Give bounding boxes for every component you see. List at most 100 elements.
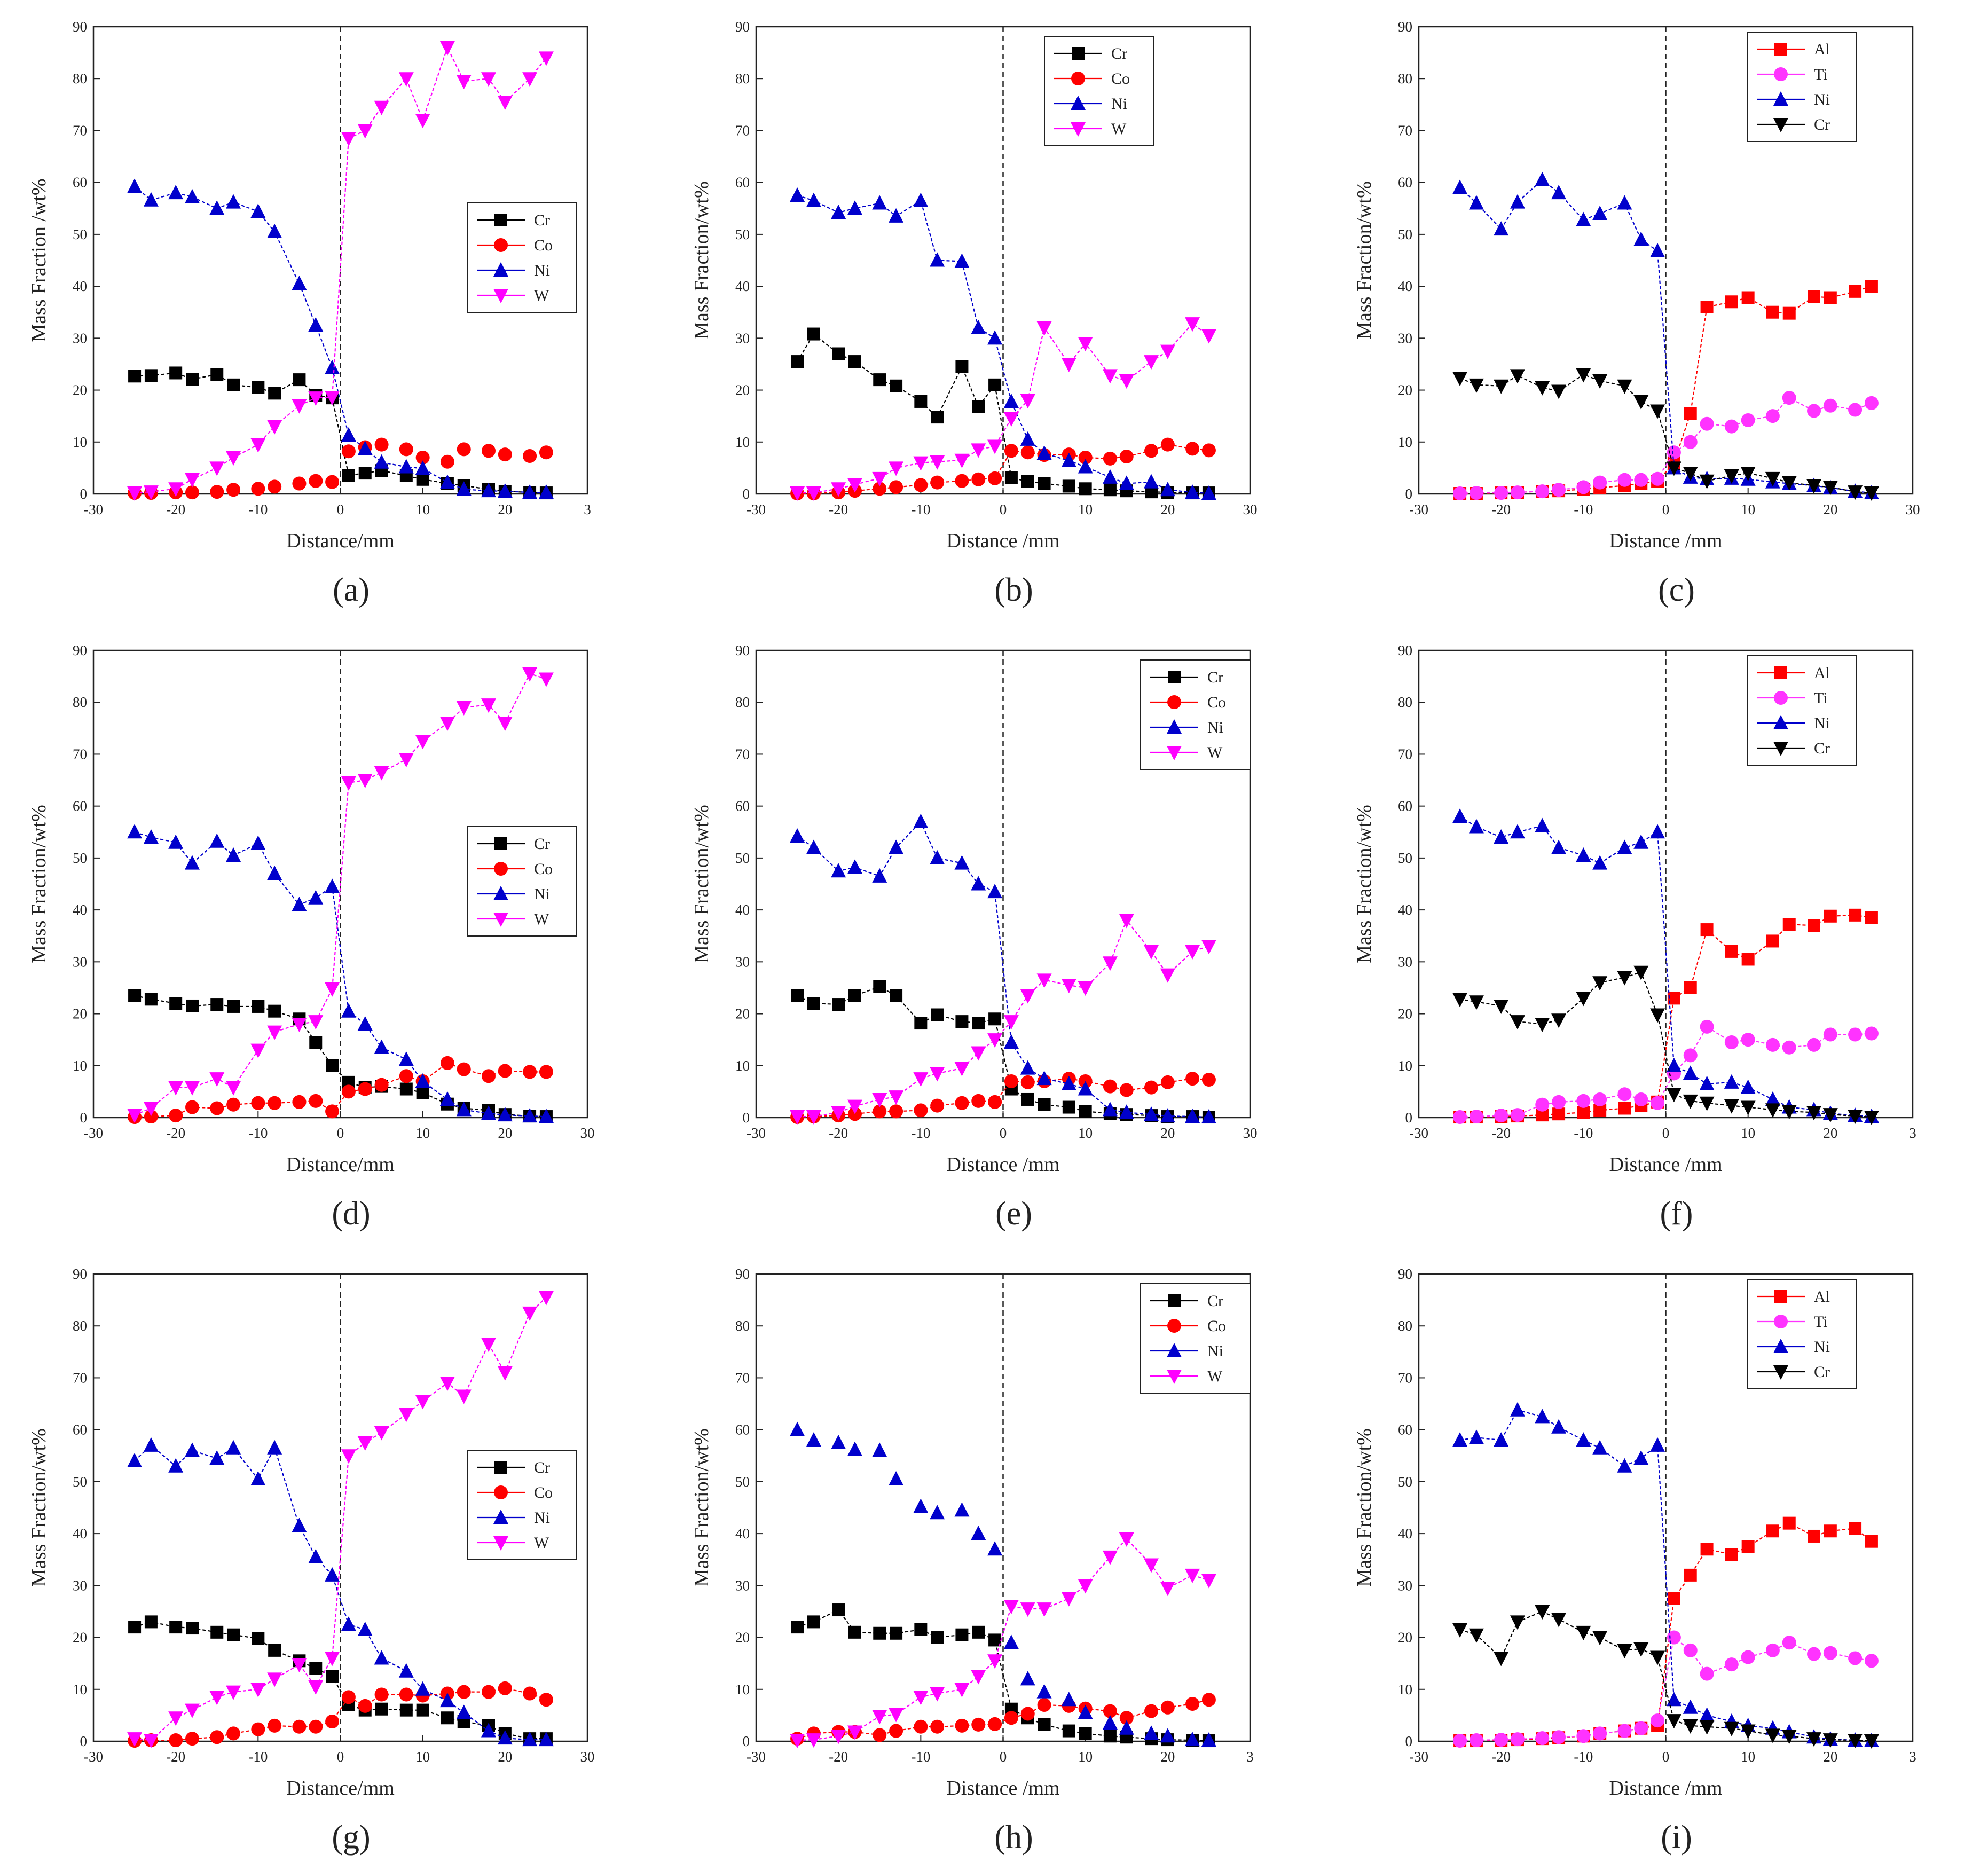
y-tick-label: 20 xyxy=(735,1630,750,1646)
data-point-cr xyxy=(1650,404,1665,419)
data-point-ni xyxy=(341,1616,356,1631)
legend-marker-ni xyxy=(493,1510,508,1524)
data-point-ni xyxy=(325,1567,340,1582)
data-point-cr xyxy=(807,997,820,1010)
panel-label: (i) xyxy=(1661,1819,1692,1856)
data-point-ni xyxy=(481,1105,496,1120)
y-tick-label: 90 xyxy=(1398,19,1412,35)
data-point-w xyxy=(913,1691,929,1705)
data-point-co xyxy=(399,442,413,457)
data-point-ni xyxy=(1452,179,1468,194)
y-tick-label: 90 xyxy=(735,642,750,658)
x-tick-label: -30 xyxy=(84,1125,103,1141)
data-point-w xyxy=(790,1110,805,1125)
legend: Cr Co Ni W xyxy=(1140,659,1251,770)
data-point-ni xyxy=(168,185,184,200)
data-point-co xyxy=(889,480,903,494)
series-line-w xyxy=(134,1296,547,1741)
data-point-ti xyxy=(1511,1732,1525,1747)
data-point-co xyxy=(415,450,430,465)
data-point-cr xyxy=(144,993,158,1006)
data-point-cr xyxy=(1004,471,1018,484)
data-point-cr xyxy=(416,1086,429,1099)
data-point-ni xyxy=(1078,459,1093,474)
y-tick-label: 40 xyxy=(1398,902,1412,918)
data-point-ti xyxy=(1494,1733,1508,1747)
y-tick-label: 60 xyxy=(735,175,750,191)
y-tick-label: 60 xyxy=(1398,175,1412,191)
chart-panel-e: -30 -20 -10 0 10 20 30 0 10 20 30 40 50 60 70 80 90 Cr Co N… xyxy=(690,642,1258,1232)
data-point-cr xyxy=(1699,1096,1715,1111)
data-point-cr xyxy=(128,1621,142,1634)
chart-panel-h: -30 -20 -10 0 10 20 30102030405060708090CrCoNi… xyxy=(690,1266,1254,1856)
x-tick-label: 20 xyxy=(1823,1125,1837,1141)
data-point-ni xyxy=(1551,185,1567,200)
y-tick-label: 70 xyxy=(73,746,87,762)
data-point-ni xyxy=(127,1453,143,1467)
data-point-cr xyxy=(1740,1100,1756,1115)
data-point-ni xyxy=(250,1471,266,1486)
panel-label: (c) xyxy=(1658,572,1695,608)
data-point-cr xyxy=(268,387,281,400)
legend-marker-ni xyxy=(1071,96,1086,110)
data-point-co xyxy=(1004,1074,1018,1088)
data-point-w xyxy=(1144,945,1159,960)
y-tick-label: 30 xyxy=(735,954,750,970)
data-point-ni xyxy=(1510,1402,1525,1417)
x-tick-label: -10 xyxy=(911,1125,930,1141)
y-tick-label: 90 xyxy=(1398,642,1412,658)
x-tick-label: 0 xyxy=(1662,1125,1670,1141)
legend-marker-ni xyxy=(1167,719,1182,734)
data-point-cr xyxy=(1494,379,1509,394)
data-point-co xyxy=(292,1719,307,1734)
legend-label-w: W xyxy=(1111,120,1127,138)
data-point-ni xyxy=(143,192,159,207)
data-point-w xyxy=(226,1685,241,1700)
data-point-w xyxy=(267,1025,282,1040)
legend-label-cr: Cr xyxy=(1814,1363,1830,1381)
data-point-co xyxy=(971,1717,986,1732)
series-co xyxy=(128,1681,553,1748)
data-point-co xyxy=(210,1730,224,1744)
y-tick-label: 90 xyxy=(735,1266,750,1282)
legend-label-ni: Ni xyxy=(534,262,550,279)
data-point-ti xyxy=(1864,396,1879,410)
data-point-w xyxy=(930,1067,945,1082)
data-point-w xyxy=(1144,355,1159,370)
data-point-w xyxy=(847,478,862,493)
data-point-w xyxy=(1102,956,1118,971)
data-point-cr xyxy=(1468,995,1484,1010)
data-point-cr xyxy=(1510,369,1525,384)
legend-marker-w xyxy=(493,289,508,303)
y-axis-label: Mass Fraction /wt% xyxy=(28,178,50,342)
data-point-w xyxy=(847,1099,862,1114)
legend-label-w: W xyxy=(534,910,549,928)
data-point-cr xyxy=(1633,395,1649,410)
data-point-cr xyxy=(873,373,886,387)
data-point-w xyxy=(1201,1574,1216,1589)
y-tick-label: 30 xyxy=(73,1577,87,1593)
y-tick-label: 50 xyxy=(1398,226,1412,242)
data-point-w xyxy=(987,1033,1003,1048)
legend-label-cr: Cr xyxy=(1814,740,1830,757)
data-point-co xyxy=(930,1098,945,1113)
y-tick-label: 10 xyxy=(1398,1681,1412,1697)
data-point-cr xyxy=(1683,1719,1698,1734)
y-tick-label: 40 xyxy=(73,278,87,294)
data-point-cr xyxy=(1806,1732,1821,1747)
data-point-w xyxy=(913,1072,929,1087)
x-tick-label: -30 xyxy=(84,501,103,517)
x-tick-label: -10 xyxy=(1574,1125,1593,1141)
data-point-ni xyxy=(1683,1065,1698,1080)
data-point-al xyxy=(1725,945,1738,958)
data-point-w xyxy=(971,1670,986,1685)
y-tick-label: 10 xyxy=(1398,434,1412,450)
x-tick-label: 20 xyxy=(1160,1125,1175,1141)
y-tick-label: 30 xyxy=(73,330,87,346)
y-tick-label: 80 xyxy=(1398,1318,1412,1334)
data-point-ni xyxy=(1666,1692,1681,1707)
data-point-w xyxy=(522,1306,538,1321)
data-point-w xyxy=(415,735,430,750)
data-point-cr xyxy=(169,1621,183,1634)
data-point-ni xyxy=(1510,824,1525,839)
